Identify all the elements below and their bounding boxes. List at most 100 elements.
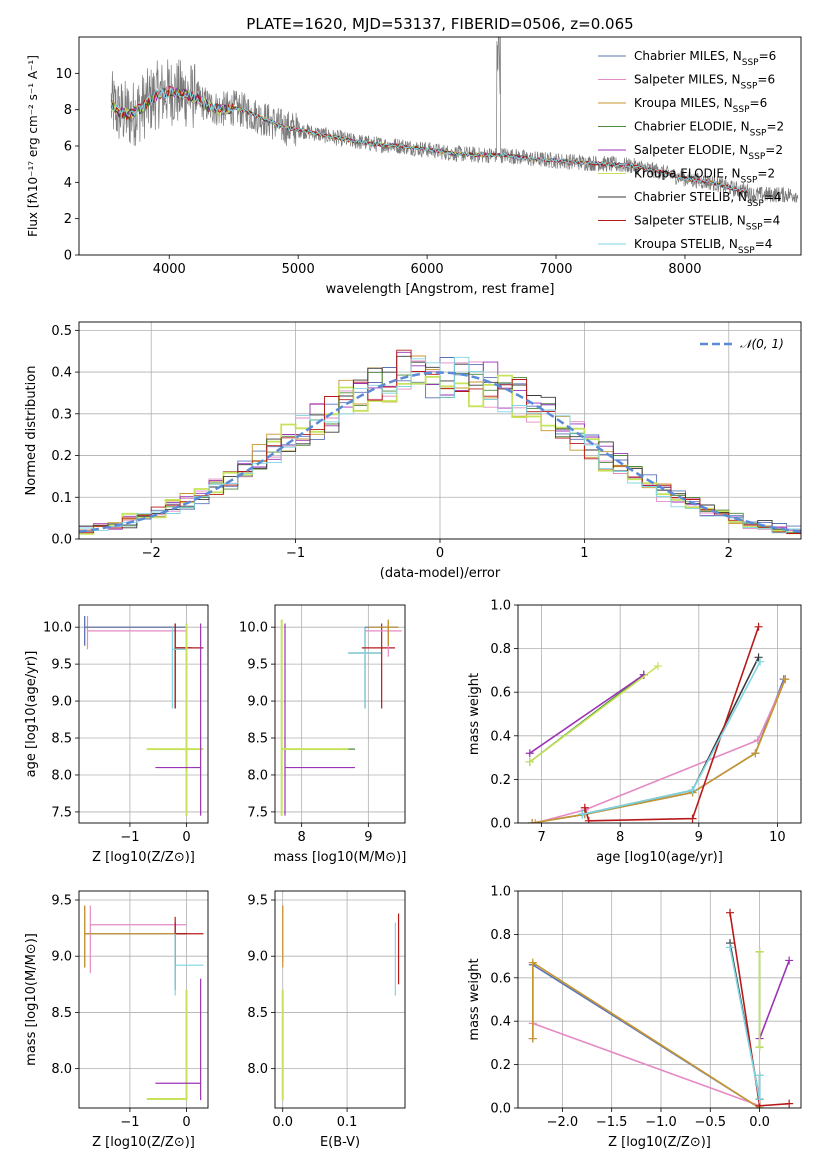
axes-frame	[78, 36, 802, 256]
x-tick-label: 0.1	[337, 1115, 358, 1130]
y-tick-label: 9.0	[51, 950, 72, 965]
gaussian-curve	[79, 371, 801, 533]
legend-count: =6	[757, 73, 775, 87]
y-axis-label: mass [log10(M/M⊙)]	[24, 933, 39, 1066]
y-tick-label: 0.2	[490, 773, 511, 788]
y-tick-label: 0	[64, 249, 72, 264]
weight-line-1	[535, 678, 787, 823]
x-axis-label: age [log10(age/yr)]	[596, 850, 723, 865]
y-tick-label: 8.5	[51, 732, 72, 747]
y-tick-label: 10.0	[239, 621, 268, 636]
y-tick-label: 0.2	[51, 449, 72, 464]
x-tick-label: 10	[769, 830, 786, 845]
weight-line-2	[531, 678, 787, 823]
weight-marker-8	[578, 810, 587, 819]
y-tick-label: 0.4	[490, 729, 511, 744]
legend-label-3: Chabrier ELODIE, NSSP=2	[634, 120, 784, 139]
y-tick-label: 6	[64, 140, 72, 155]
weight-marker-5	[653, 662, 662, 671]
y-tick-label: 0.0	[490, 1102, 511, 1117]
weight-marker-1	[531, 819, 540, 823]
weight-marker-5	[755, 1043, 764, 1052]
legend-label-8: Kroupa STELIB, NSSP=4	[634, 237, 772, 256]
plot-area	[518, 891, 801, 1108]
weight-line-1	[532, 1022, 760, 1107]
y-tick-label: 2	[64, 212, 72, 227]
x-tick-label: 9	[364, 830, 372, 845]
weight-marker-4	[785, 956, 794, 965]
weight-marker-8	[755, 1095, 764, 1104]
y-tick-label: 8.5	[247, 732, 268, 747]
legend-count: =4	[764, 190, 782, 204]
weight-marker-8	[726, 943, 735, 952]
x-tick-label: 8	[616, 830, 624, 845]
x-tick-label: −1	[286, 546, 305, 561]
residual-hist-8	[79, 356, 801, 534]
plot-area	[79, 605, 208, 823]
y-tick-label: 1.0	[490, 885, 511, 900]
y-tick-label: 0.3	[51, 407, 72, 422]
mass-vs-extinction-axes: 0.0 0.1 8.0 8.5 9.0 9.5 E(B-V)	[247, 890, 406, 1150]
weight-marker-7	[584, 816, 593, 823]
weight-marker-8	[688, 786, 697, 795]
x-tick-label: 7	[537, 830, 545, 845]
weight-line-5	[529, 665, 659, 763]
y-tick-label: 9.5	[247, 658, 268, 673]
y-tick-label: 0.0	[490, 817, 511, 832]
axes-frame	[517, 604, 802, 824]
x-tick-label: −1	[120, 830, 139, 845]
plot-area	[110, 37, 799, 203]
weight-marker-7	[754, 622, 763, 631]
y-tick-label: 9.0	[51, 695, 72, 710]
x-tick-label: 0.0	[749, 1115, 770, 1130]
weight-marker-6	[754, 653, 763, 662]
model-spectrum-kroupa-stelib	[110, 87, 750, 193]
legend-label-4: Salpeter ELODIE, NSSP=2	[634, 143, 783, 162]
legend-subscript: SSP	[741, 82, 758, 92]
y-tick-label: 8.0	[51, 768, 72, 783]
mass-vs-metallicity-axes: −1 0 8.0 8.5 9.0 9.5 Z [log10(Z/Z⊙)] mass [log1…	[24, 890, 209, 1150]
weight-vs-age-axes: 7 8 9 10 0.0 0.2 0.4 0.6 0.8 1.0 age [log10(age/yr…	[467, 599, 802, 865]
weight-marker-2	[528, 819, 537, 823]
weight-marker-7	[785, 1099, 794, 1108]
y-tick-label: 0.6	[490, 686, 511, 701]
weight-marker-2	[528, 1034, 537, 1043]
x-tick-label: −1	[120, 1115, 139, 1130]
y-tick-label: 7.5	[51, 805, 72, 820]
y-tick-label: 0.0	[51, 533, 72, 548]
legend-subscript: SSP	[750, 129, 767, 139]
plot-area	[79, 891, 208, 1108]
weight-marker-5	[525, 757, 534, 766]
x-tick-label: 9	[695, 830, 703, 845]
weight-marker-2	[751, 749, 760, 758]
x-tick-label: −1.0	[645, 1115, 677, 1130]
legend-subscript: SSP	[747, 199, 764, 209]
y-tick-label: 0.6	[490, 971, 511, 986]
legend-subscript: SSP	[733, 105, 750, 115]
legend-subscript: SSP	[748, 152, 765, 162]
x-tick-label: 0.0	[272, 1115, 293, 1130]
y-tick-label: 8.0	[247, 768, 268, 783]
y-tick-label: 9.5	[247, 893, 268, 908]
weight-line-8	[729, 947, 761, 1100]
x-axis-label: (data-model)/error	[380, 566, 501, 581]
x-tick-label: 0	[436, 546, 444, 561]
x-tick-label: 4000	[153, 262, 186, 277]
legend-subscript: SSP	[741, 176, 758, 186]
x-axis-label: Z [log10(Z/Z⊙)]	[92, 850, 195, 865]
weight-marker-7	[726, 908, 735, 917]
plot-area	[275, 891, 405, 1108]
y-tick-label: 1.0	[490, 599, 511, 614]
axes-frame	[517, 890, 802, 1109]
weight-vs-metallicity-axes: −2.0 −1.5 −1.0 −0.5 0.0 0.0 0.2 0.4 0.6 0.8 1.0 Z […	[467, 885, 802, 1150]
observed-spectrum-line	[110, 37, 799, 203]
legend-count: =6	[759, 49, 777, 63]
age-vs-metallicity-axes: −1 0 7.5 8.0 8.5 9.0 9.5 10.0 Z [log10(Z/Z⊙)] age…	[24, 604, 209, 865]
x-axis-label: mass [log10(M/M⊙)]	[274, 850, 407, 865]
axes-frame	[78, 604, 209, 824]
plot-area	[518, 605, 801, 823]
weight-marker-5	[755, 947, 764, 956]
x-tick-label: 2	[725, 546, 733, 561]
weight-marker-7	[688, 814, 697, 823]
y-tick-label: 8	[64, 103, 72, 118]
